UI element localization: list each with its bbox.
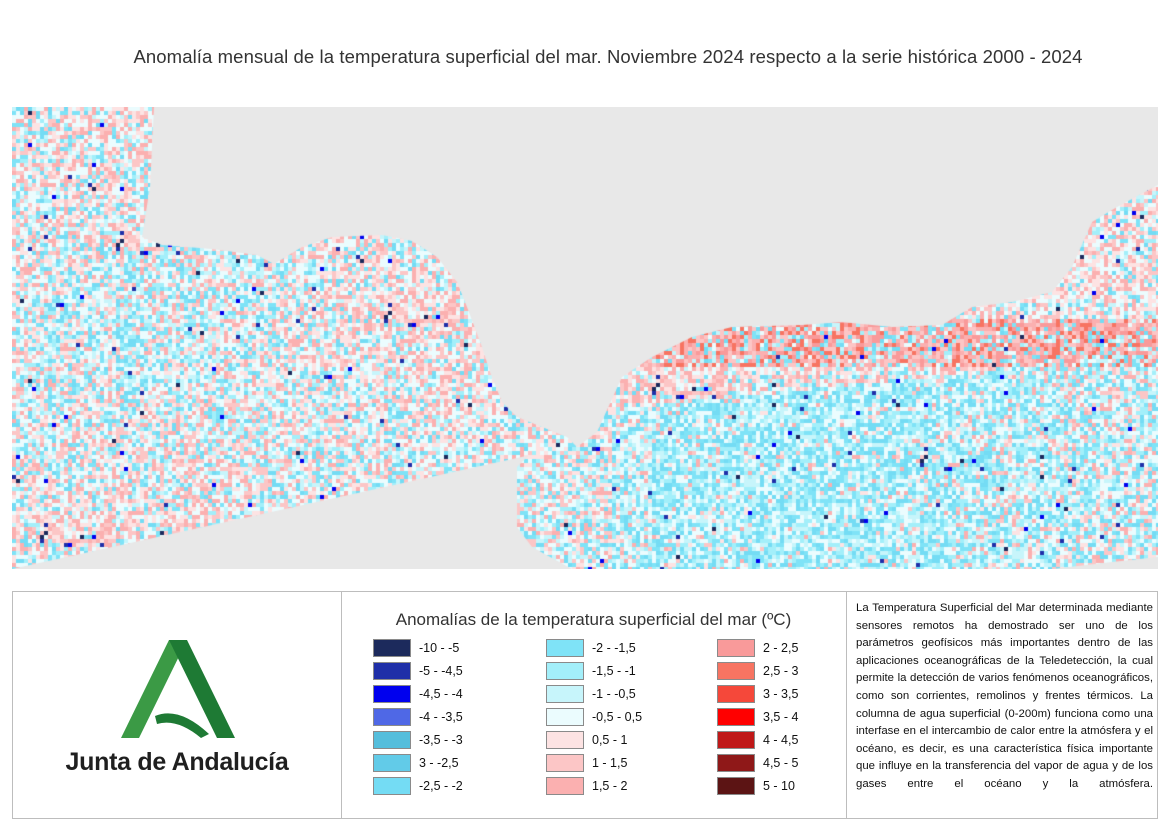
legend-swatch [546,731,584,749]
sst-anomaly-raster [12,107,1158,569]
legend-swatch [717,662,755,680]
legend-label: 1,5 - 2 [592,779,628,793]
legend-label: 3,5 - 4 [763,710,799,724]
legend-label: -10 - -5 [419,641,460,655]
legend-swatch [546,662,584,680]
legend-swatch [546,777,584,795]
legend-label: -1,5 - -1 [592,664,636,678]
legend-label: 3 - -2,5 [419,756,459,770]
legend-item: 3 - 3,5 [717,684,798,704]
legend-item: 2 - 2,5 [717,638,798,658]
logo-section: Junta de Andalucía [13,592,342,818]
legend-swatch [373,754,411,772]
legend-item: 4,5 - 5 [717,753,798,773]
legend-item: -3,5 - -3 [373,730,463,750]
legend-item: -10 - -5 [373,638,459,658]
legend-item: 2,5 - 3 [717,661,798,681]
legend-swatch [717,731,755,749]
legend-label: 2 - 2,5 [763,641,799,655]
legend-swatch [717,708,755,726]
legend-label: 5 - 10 [763,779,795,793]
legend-item: -4 - -3,5 [373,707,463,727]
legend-item: -1,5 - -1 [546,661,636,681]
legend-swatch [546,639,584,657]
legend-label: 2,5 - 3 [763,664,799,678]
legend-swatch [546,685,584,703]
legend-label: 0,5 - 1 [592,733,628,747]
legend-label: 3 - 3,5 [763,687,799,701]
legend-label: -5 - -4,5 [419,664,463,678]
legend-label: -3,5 - -3 [419,733,463,747]
legend-swatch [373,708,411,726]
junta-andalucia-logo-icon [121,640,235,738]
legend-swatch [373,639,411,657]
legend-label: 4 - 4,5 [763,733,799,747]
legend-swatch [373,685,411,703]
legend-swatch [717,754,755,772]
legend-item: 4 - 4,5 [717,730,798,750]
legend-swatch [373,731,411,749]
legend-swatch [717,777,755,795]
legend-label: 4,5 - 5 [763,756,799,770]
legend-item: 3,5 - 4 [717,707,798,727]
legend-item: 3 - -2,5 [373,753,459,773]
legend-label: -2,5 - -2 [419,779,463,793]
legend-item: 1 - 1,5 [546,753,627,773]
legend-label: 1 - 1,5 [592,756,628,770]
legend-item: 5 - 10 [717,776,795,796]
legend-label: -4 - -3,5 [419,710,463,724]
legend-swatch [546,754,584,772]
logo-name: Junta de Andalucía [65,748,289,776]
description-text: La Temperatura Superficial del Mar deter… [856,602,1153,790]
info-panel: Junta de Andalucía Anomalías de la tempe… [12,591,1158,819]
legend-label: -0,5 - 0,5 [592,710,643,724]
legend-item: -2,5 - -2 [373,776,463,796]
legend-item: 0,5 - 1 [546,730,627,750]
sst-anomaly-map[interactable] [12,107,1158,569]
legend-swatch [373,662,411,680]
legend-item: -1 - -0,5 [546,684,636,704]
legend-swatch [546,708,584,726]
legend: Anomalías de la temperatura superficial … [341,592,847,818]
legend-swatch [717,685,755,703]
legend-item: -2 - -1,5 [546,638,636,658]
legend-swatch [373,777,411,795]
legend-item: 1,5 - 2 [546,776,627,796]
legend-label: -4,5 - -4 [419,687,463,701]
legend-item: -0,5 - 0,5 [546,707,642,727]
legend-item: -4,5 - -4 [373,684,463,704]
map-title: Anomalía mensual de la temperatura super… [133,46,1083,67]
legend-label: -1 - -0,5 [592,687,636,701]
legend-label: -2 - -1,5 [592,641,636,655]
legend-title: Anomalías de la temperatura superficial … [395,610,792,629]
description-section: La Temperatura Superficial del Mar deter… [846,592,1157,818]
legend-item: -5 - -4,5 [373,661,463,681]
legend-swatch [717,639,755,657]
